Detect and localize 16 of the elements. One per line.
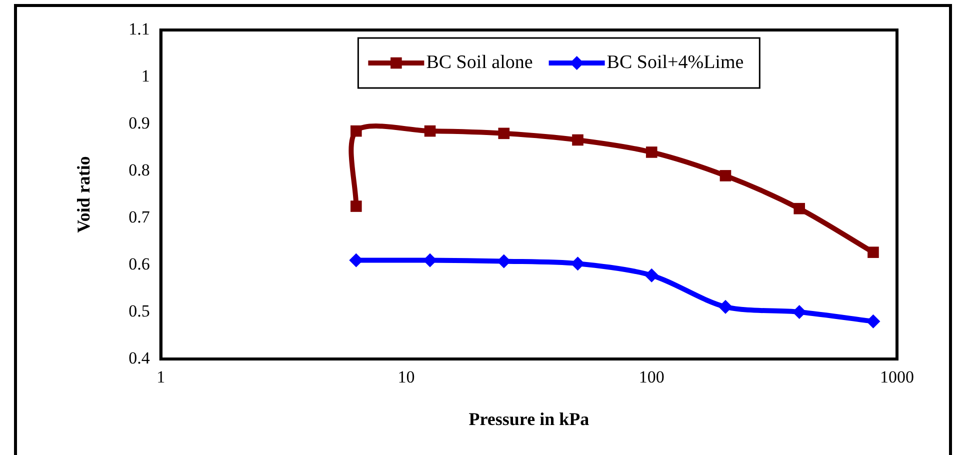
x-tick-label: 1	[156, 368, 166, 387]
legend-label: BC Soil alone	[426, 52, 533, 73]
y-tick-label: 0.6	[128, 254, 150, 274]
y-tick-label: 0.8	[128, 160, 150, 180]
y-tick-label: 1	[141, 66, 150, 86]
x-tick-label: 100	[638, 368, 664, 387]
x-tick-label: 10	[398, 368, 415, 387]
x-tick-label: 1000	[880, 368, 914, 387]
y-tick-label: 0.9	[128, 113, 150, 132]
legend-label: BC Soil+4%Lime	[606, 52, 744, 73]
x-axis-title: Pressure in kPa	[468, 408, 590, 429]
y-tick-label: 0.7	[128, 207, 150, 226]
y-tick-label: 0.5	[128, 301, 150, 320]
y-axis-title: Void ratio	[73, 156, 94, 233]
y-tick-label: 1.1	[128, 19, 150, 38]
y-tick-label: 0.4	[128, 348, 150, 368]
